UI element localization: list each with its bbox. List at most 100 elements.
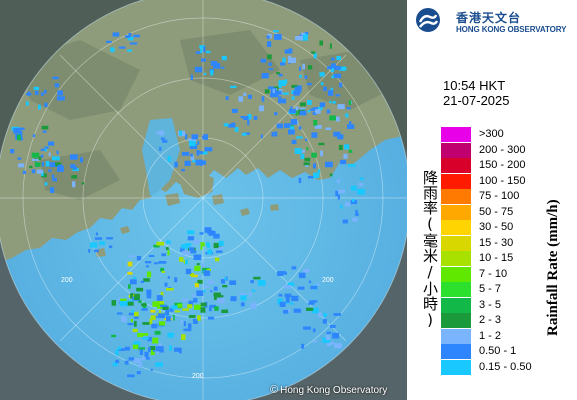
rain-echo-cell: [330, 87, 333, 92]
rain-echo-cell: [194, 304, 201, 310]
rain-echo-cell: [218, 246, 224, 250]
rain-echo-cell: [40, 148, 46, 151]
legend-row: 2 - 3: [441, 313, 571, 328]
rain-echo-cell: [311, 51, 316, 54]
rain-echo-cell: [112, 32, 120, 37]
rain-echo-cell: [150, 368, 153, 371]
rain-echo-cell: [201, 160, 207, 165]
rain-echo-cell: [295, 36, 303, 41]
rain-echo-cell: [134, 358, 142, 364]
rain-echo-cell: [136, 256, 142, 261]
rain-echo-cell: [145, 357, 150, 360]
rain-echo-cell: [220, 66, 225, 69]
rain-echo-cell: [295, 110, 298, 116]
rain-echo-cell: [358, 183, 364, 187]
rain-echo-cell: [125, 35, 130, 38]
rain-echo-cell: [132, 328, 138, 333]
rain-echo-cell: [17, 157, 22, 160]
legend-row: 75 - 100: [441, 189, 571, 204]
rain-echo-cell: [154, 330, 161, 335]
rain-echo-cell: [190, 74, 193, 80]
legend-swatch: [441, 266, 471, 282]
rain-echo-cell: [348, 149, 353, 153]
rain-echo-cell: [271, 132, 274, 137]
rain-echo-cell: [200, 151, 208, 155]
legend-label: 150 - 200: [479, 159, 526, 171]
rain-echo-cell: [196, 263, 200, 266]
rain-echo-cell: [283, 285, 292, 289]
rain-echo-cell: [180, 319, 183, 324]
rain-echo-cell: [55, 162, 62, 167]
rain-echo-cell: [207, 316, 215, 320]
rain-echo-cell: [56, 150, 59, 155]
rain-echo-cell: [130, 319, 133, 323]
rain-echo-cell: [140, 333, 149, 336]
legend-label: 0.15 - 0.50: [479, 360, 532, 373]
rain-echo-cell: [215, 250, 223, 253]
rain-echo-cell: [200, 242, 205, 247]
rain-echo-cell: [195, 159, 203, 166]
rain-echo-cell: [213, 63, 221, 69]
rain-echo-cell: [306, 307, 314, 311]
rain-echo-cell: [229, 280, 237, 285]
rain-echo-cell: [167, 276, 170, 279]
rain-echo-cell: [179, 257, 184, 262]
rain-echo-cell: [334, 66, 342, 70]
rain-echo-cell: [319, 102, 326, 108]
rain-echo-cell: [158, 343, 162, 347]
rain-echo-cell: [291, 295, 299, 302]
rain-echo-cell: [146, 289, 152, 295]
rain-echo-cell: [43, 89, 47, 94]
legend-row: 150 - 200: [441, 158, 571, 173]
rain-echo-cell: [161, 253, 166, 257]
rain-echo-cell: [166, 288, 174, 291]
rain-echo-cell: [142, 337, 149, 340]
rain-echo-cell: [150, 349, 155, 356]
rain-echo-cell: [291, 266, 297, 270]
copyright-notice: © Hong Kong Observatory: [270, 384, 387, 396]
rain-echo-cell: [210, 61, 218, 66]
rain-echo-cell: [71, 175, 78, 179]
legend-label: 10 - 15: [479, 252, 514, 264]
legend-row: 5 - 7: [441, 282, 571, 297]
rain-echo-cell: [140, 280, 145, 283]
rain-echo-cell: [136, 371, 141, 375]
rain-echo-cell: [231, 122, 236, 125]
legend-swatch: [441, 235, 471, 251]
rain-echo-cell: [56, 96, 65, 101]
legend-label: 50 - 75: [479, 205, 514, 218]
rain-echo-cell: [284, 293, 292, 298]
rain-echo-cell: [348, 163, 356, 167]
legend-row: 1 - 2: [441, 328, 571, 344]
legend-row: 3 - 5: [441, 297, 571, 313]
rain-echo-cell: [200, 302, 207, 307]
rain-echo-cell: [220, 279, 225, 284]
rain-echo-cell: [182, 298, 188, 302]
rain-echo-cell: [201, 58, 206, 62]
logo-chinese-name: 香港天文台: [456, 11, 522, 25]
legend-label: 30 - 50: [479, 221, 514, 233]
hko-emblem-icon: [416, 8, 440, 32]
rain-echo-cell: [183, 321, 186, 327]
rain-echo-cell: [117, 346, 121, 350]
rain-echo-cell: [307, 109, 311, 113]
rain-echo-cell: [274, 34, 282, 40]
rain-echo-cell: [260, 58, 267, 63]
rain-echo-cell: [169, 345, 172, 351]
rain-echo-cell: [120, 298, 127, 303]
rain-echo-cell: [247, 119, 250, 126]
rainfall-rate-label-cn: 降雨率(毫米/小時): [421, 170, 439, 329]
rain-echo-cell: [174, 277, 178, 283]
rain-echo-cell: [261, 73, 269, 79]
rain-echo-cell: [206, 244, 211, 249]
rain-echo-cell: [165, 309, 170, 316]
rain-echo-cell: [155, 362, 163, 367]
rain-echo-cell: [189, 273, 195, 277]
rain-echo-cell: [330, 63, 336, 69]
rain-echo-cell: [188, 315, 196, 318]
rain-echo-cell: [337, 179, 340, 184]
rain-echo-cell: [287, 282, 295, 287]
rain-echo-cell: [142, 356, 148, 361]
date-text: 21-07-2025: [443, 93, 510, 108]
rain-echo-cell: [36, 169, 43, 174]
